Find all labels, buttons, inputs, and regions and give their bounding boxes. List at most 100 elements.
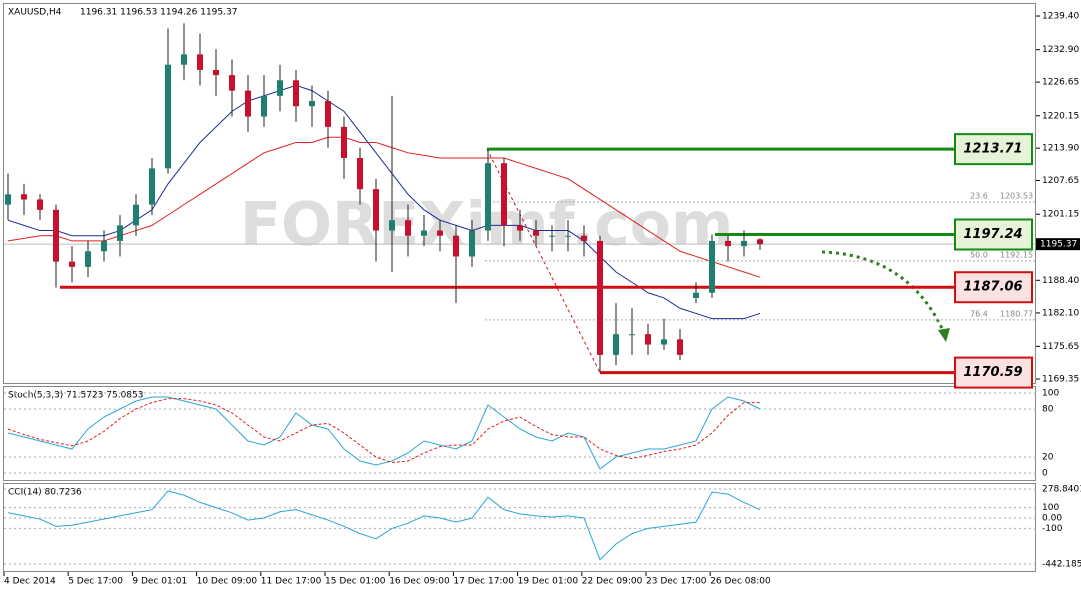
y-tick-label: 1226.65 [1042, 78, 1079, 88]
price-box [1036, 238, 1080, 251]
level-box [954, 271, 1033, 304]
candle-body [437, 230, 443, 236]
indicator-line [7, 396, 761, 470]
candle-body [565, 235, 571, 237]
candle-body [709, 240, 715, 293]
price-label: 1195.37 [1040, 240, 1077, 250]
candle-body [309, 101, 315, 107]
candle-body [293, 80, 299, 107]
candle-body [69, 261, 75, 267]
candle-body [421, 230, 427, 236]
candle-body [533, 230, 539, 236]
fibo-level: 76.4 [970, 309, 988, 318]
indicator-tick-label: 0 [1042, 469, 1048, 479]
indicator-tick-label: -100 [1042, 524, 1063, 534]
candle-body [389, 220, 395, 231]
y-tick-label: 1175.65 [1042, 342, 1079, 352]
level-box [954, 356, 1033, 389]
x-tick-label: 5 Dec 17:00 [68, 577, 123, 587]
level-label: 1213.71 [963, 142, 1022, 157]
candle-body [677, 339, 683, 355]
level-label: 1187.06 [963, 280, 1022, 295]
y-tick-label: 1239.40 [1042, 12, 1079, 22]
fibo-level: 50.0 [970, 250, 988, 259]
candle-body [597, 240, 603, 355]
candle-body [325, 101, 331, 127]
candle-body [133, 204, 139, 226]
candle-body [165, 64, 171, 169]
cci-panel [3, 483, 1036, 572]
candle-body [357, 158, 363, 190]
fibo-level: 23.6 [970, 191, 988, 200]
x-tick-label: 26 Dec 08:00 [710, 577, 771, 587]
moving-average [7, 136, 761, 278]
level-label: 1197.24 [963, 227, 1022, 242]
indicator-tick-label: 100 [1042, 389, 1059, 399]
x-tick-label: 22 Dec 09:00 [582, 577, 643, 587]
stoch-label: Stoch(5,3,3) 71.5723 75.0853 [8, 391, 143, 401]
candle-body [277, 80, 283, 96]
candle-body [245, 90, 251, 117]
indicator-line [7, 490, 761, 561]
indicator-tick-label: 0.00 [1042, 514, 1062, 524]
indicator-tick-label: 278.8401 [1042, 484, 1081, 494]
indicator-tick-label: 100 [1042, 503, 1059, 513]
candle-body [581, 235, 587, 241]
arrow [821, 250, 947, 336]
candle-body [101, 240, 107, 252]
candle-body [453, 235, 459, 257]
candle-body [21, 194, 27, 200]
candle-body [213, 69, 219, 76]
y-tick-label: 1220.15 [1042, 111, 1079, 121]
candle-body [85, 251, 91, 267]
candle-body [261, 95, 267, 117]
x-tick-label: 19 Dec 01:00 [518, 577, 579, 587]
candle-body [661, 339, 667, 345]
candle-body [117, 225, 123, 241]
fibo-price: 1192.15 [1000, 250, 1033, 259]
main-panel [3, 3, 1036, 384]
candle-body [181, 54, 187, 65]
level-label: 1170.59 [963, 365, 1022, 380]
candle-body [341, 126, 347, 159]
symbol: XAUUSD,H4 [8, 8, 62, 18]
y-tick-label: 1182.10 [1042, 308, 1079, 318]
candle-body [373, 189, 379, 231]
x-tick-label: 4 Dec 2014 [4, 577, 56, 587]
fibo-price: 1203.53 [1000, 191, 1033, 200]
candle-body [53, 209, 59, 262]
indicator-tick-label: 80 [1042, 405, 1054, 415]
candle-body [549, 235, 555, 237]
candle-body [757, 239, 763, 245]
arrow-head [938, 328, 950, 342]
candle-body [629, 334, 635, 336]
candle-body [725, 240, 731, 247]
x-tick-label: 9 Dec 01:01 [132, 577, 187, 587]
x-tick-label: 17 Dec 17:00 [453, 577, 514, 587]
candle-body [693, 292, 699, 298]
indicator-tick-label: -442.185 [1042, 559, 1081, 569]
candle-body [5, 194, 11, 205]
y-tick-label: 1232.90 [1042, 45, 1079, 55]
level-box [954, 218, 1033, 251]
stoch-panel [3, 386, 1036, 481]
y-tick-label: 1201.15 [1042, 210, 1079, 220]
candle-body [485, 163, 491, 231]
x-tick-label: 23 Dec 17:00 [646, 577, 707, 587]
level-box [954, 133, 1033, 166]
y-tick-label: 1169.35 [1042, 375, 1079, 385]
candle-body [197, 54, 203, 70]
candle-body [501, 163, 507, 226]
candle-body [613, 334, 619, 355]
candle-body [37, 199, 43, 210]
y-tick-label: 1188.40 [1042, 276, 1079, 286]
cci-label: CCI(14) 80.7236 [8, 488, 82, 498]
ohlc: 1196.31 1196.53 1194.26 1195.37 [80, 8, 237, 18]
y-tick-label: 1207.65 [1042, 176, 1079, 186]
y-tick-label: 1213.90 [1042, 144, 1079, 154]
candle-body [517, 225, 523, 231]
indicator-line [7, 398, 760, 464]
candle-body [405, 220, 411, 236]
